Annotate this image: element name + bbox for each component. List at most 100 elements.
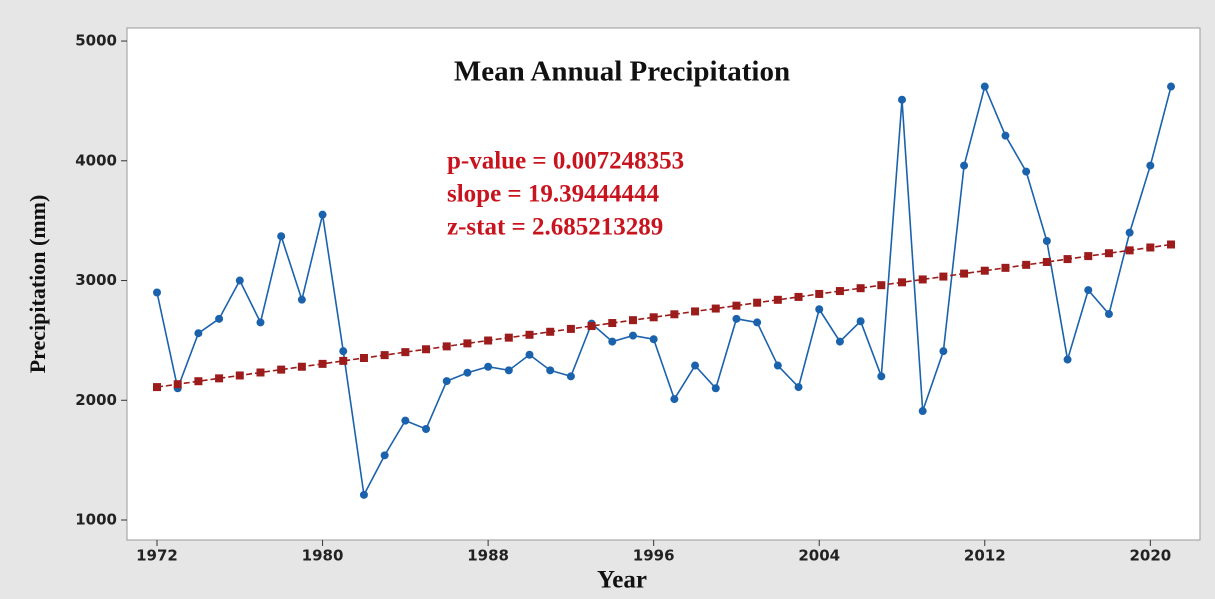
marker xyxy=(442,377,451,386)
marker xyxy=(856,317,865,326)
marker xyxy=(339,347,348,356)
marker xyxy=(1167,82,1176,91)
annotation: slope = 19.39444444 xyxy=(447,181,660,208)
marker xyxy=(711,384,720,393)
marker xyxy=(1084,252,1093,261)
marker xyxy=(1063,355,1072,364)
marker xyxy=(173,380,182,389)
y-axis-label: Precipitation (mm) xyxy=(25,195,50,374)
marker xyxy=(153,288,162,297)
marker xyxy=(649,335,658,344)
y-tick-label: 3000 xyxy=(75,271,117,289)
marker xyxy=(194,377,203,386)
chart-title: Mean Annual Precipitation xyxy=(454,56,790,88)
x-tick-label: 2004 xyxy=(798,547,840,565)
marker xyxy=(773,361,782,370)
marker xyxy=(277,232,286,241)
marker xyxy=(1125,246,1134,255)
marker xyxy=(318,359,327,368)
marker xyxy=(691,361,700,370)
x-tick-label: 1996 xyxy=(633,547,675,565)
marker xyxy=(628,316,637,325)
marker xyxy=(380,351,389,360)
marker xyxy=(691,307,700,316)
marker xyxy=(1125,228,1134,237)
marker xyxy=(422,425,431,434)
marker xyxy=(753,298,762,307)
marker xyxy=(898,278,907,287)
marker xyxy=(1001,263,1010,272)
y-tick-label: 2000 xyxy=(75,391,117,409)
marker xyxy=(628,331,637,340)
marker xyxy=(1022,260,1031,269)
marker xyxy=(153,383,162,392)
marker xyxy=(215,314,224,323)
marker xyxy=(794,383,803,392)
marker xyxy=(546,366,555,375)
marker xyxy=(525,350,534,359)
marker xyxy=(608,337,617,346)
marker xyxy=(670,395,679,404)
annotation: p-value = 0.007248353 xyxy=(447,148,684,175)
marker xyxy=(566,324,575,333)
marker xyxy=(918,275,927,284)
marker xyxy=(442,342,451,351)
series-line xyxy=(156,84,1172,498)
marker xyxy=(815,305,824,314)
marker xyxy=(815,289,824,298)
marker xyxy=(898,95,907,104)
marker xyxy=(732,301,741,310)
marker xyxy=(670,310,679,319)
marker xyxy=(256,318,265,327)
marker xyxy=(1001,131,1010,140)
marker xyxy=(235,371,244,380)
annotation: z-stat = 2.685213289 xyxy=(447,214,663,241)
x-tick-label: 2020 xyxy=(1129,547,1171,565)
marker xyxy=(463,368,472,377)
marker xyxy=(939,347,948,356)
marker xyxy=(918,407,927,416)
marker xyxy=(711,304,720,313)
x-tick-label: 1988 xyxy=(467,547,509,565)
marker xyxy=(877,281,886,290)
x-axis-label: Year xyxy=(597,567,647,594)
marker xyxy=(215,374,224,383)
marker xyxy=(1063,255,1072,264)
marker xyxy=(1104,310,1113,319)
marker xyxy=(297,362,306,371)
marker xyxy=(194,329,203,338)
marker xyxy=(504,366,513,375)
marker xyxy=(1022,167,1031,176)
marker xyxy=(877,372,886,381)
marker xyxy=(753,318,762,327)
marker xyxy=(960,161,969,170)
marker xyxy=(504,333,513,342)
marker xyxy=(939,272,948,281)
marker xyxy=(297,295,306,304)
marker xyxy=(1042,237,1051,246)
plot-area xyxy=(126,27,1201,541)
marker xyxy=(401,416,410,425)
x-tick-label: 1972 xyxy=(136,547,178,565)
marker xyxy=(1146,243,1155,252)
marker xyxy=(608,319,617,328)
marker xyxy=(1084,286,1093,295)
marker xyxy=(835,287,844,296)
marker xyxy=(980,266,989,275)
marker xyxy=(380,451,389,460)
marker xyxy=(980,82,989,91)
marker xyxy=(318,210,327,219)
x-tick-label: 2012 xyxy=(964,547,1006,565)
marker xyxy=(1042,257,1051,266)
marker xyxy=(794,292,803,301)
marker xyxy=(587,322,596,331)
marker xyxy=(484,362,493,371)
marker xyxy=(422,345,431,354)
marker xyxy=(835,337,844,346)
marker xyxy=(235,276,244,285)
marker xyxy=(856,284,865,293)
x-tick-label: 1980 xyxy=(302,547,344,565)
marker xyxy=(359,490,368,499)
marker xyxy=(960,269,969,278)
